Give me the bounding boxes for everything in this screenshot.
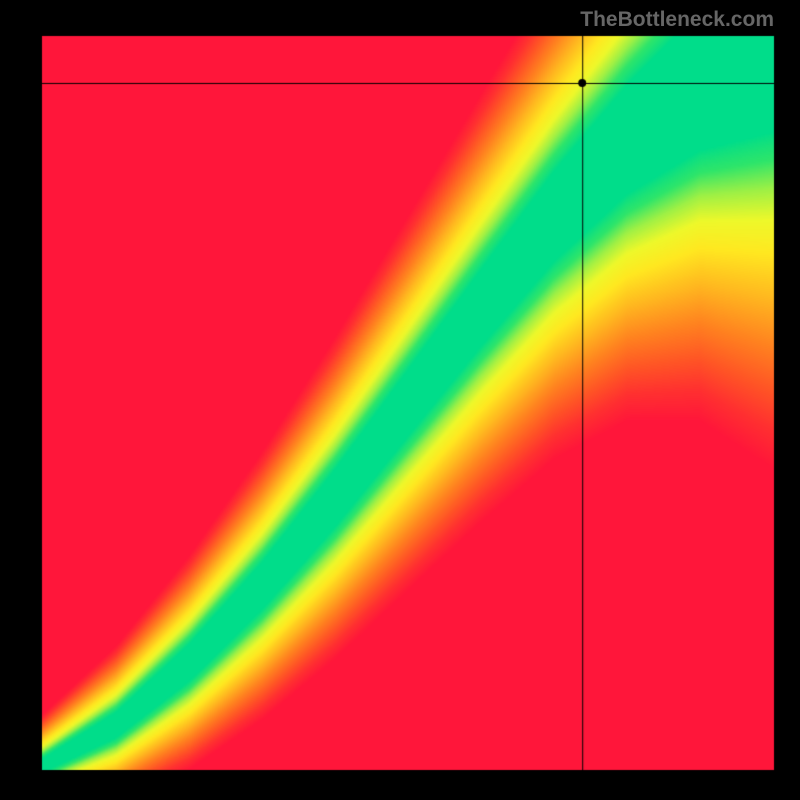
watermark-label: TheBottleneck.com [580, 8, 774, 32]
bottleneck-heatmap [0, 0, 800, 800]
